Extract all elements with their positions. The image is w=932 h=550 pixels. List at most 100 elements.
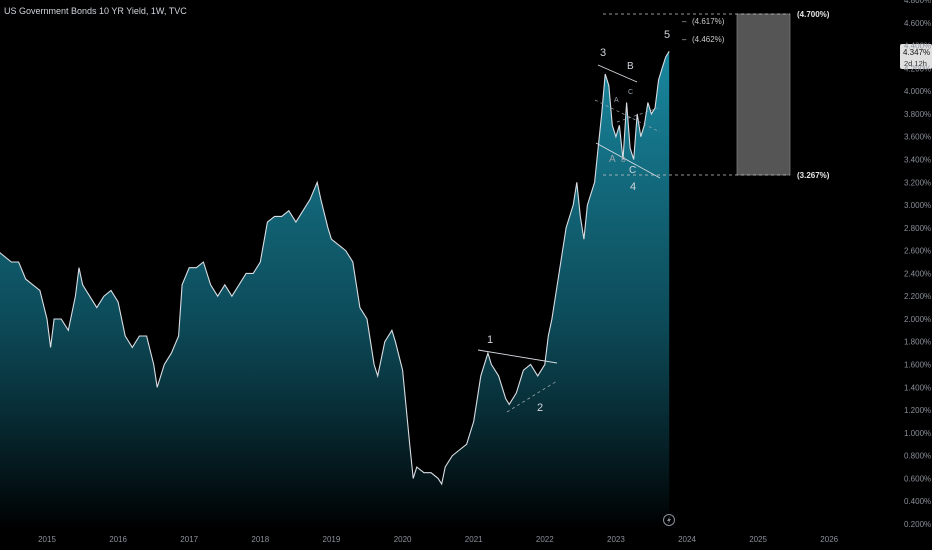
y-tick-label: 3.800%	[904, 110, 931, 119]
wave-label-5: 5	[664, 29, 670, 41]
lightning-icon[interactable]	[663, 514, 675, 526]
data-point	[96, 307, 97, 308]
data-point	[416, 466, 417, 467]
price-tag-bg	[900, 44, 932, 69]
y-tick-label: 0.800%	[904, 452, 931, 461]
y-tick-label: 4.400%	[904, 42, 931, 51]
data-point	[551, 318, 552, 319]
x-tick-label: 2023	[607, 535, 625, 544]
data-point	[327, 227, 328, 228]
data-point	[288, 210, 289, 211]
target-label-2: (4.462%)	[692, 35, 725, 44]
data-point	[409, 444, 410, 445]
area-layer	[0, 51, 670, 528]
data-point	[217, 296, 218, 297]
y-tick-label: 2.400%	[904, 269, 931, 278]
y-axis: 0.200% 0.400% 0.600% 0.800% 1.000% 1.200% 1.40…	[904, 0, 931, 529]
y-tick-label: 2.000%	[904, 315, 931, 324]
data-point	[487, 353, 488, 354]
data-point	[178, 335, 179, 336]
data-point	[612, 125, 613, 126]
data-point	[11, 261, 12, 262]
chart-title: US Government Bonds 10 YR Yield, 1W, TVC	[4, 6, 187, 16]
target-dash-1: –	[682, 17, 687, 26]
data-point	[594, 182, 595, 183]
data-point	[68, 330, 69, 331]
data-point	[619, 125, 620, 126]
wave-label-big-b: B	[627, 61, 634, 72]
wave-label-4: 4	[630, 181, 636, 193]
data-point	[509, 404, 510, 405]
data-point	[281, 216, 282, 217]
wave-label-small-a: A	[614, 97, 619, 104]
x-tick-label: 2026	[820, 535, 838, 544]
data-point	[260, 261, 261, 262]
data-point	[654, 108, 655, 109]
data-point	[413, 478, 414, 479]
wave-label-2: 2	[537, 402, 543, 414]
x-tick-label: 2016	[109, 535, 127, 544]
box-top-label: (4.700%)	[797, 10, 830, 19]
price-tag-value: 4.347%	[903, 48, 930, 57]
data-point	[459, 449, 460, 450]
yield-line-series	[0, 51, 670, 486]
y-tick-label: 3.600%	[904, 133, 931, 142]
wave-label-small-c: C	[628, 89, 633, 96]
data-point	[238, 284, 239, 285]
data-point	[164, 364, 165, 365]
y-tick-label: 1.000%	[904, 429, 931, 438]
data-point	[182, 284, 183, 285]
y-tick-label: 4.200%	[904, 64, 931, 73]
data-point	[210, 284, 211, 285]
data-point	[644, 125, 645, 126]
data-point	[576, 182, 577, 183]
data-point	[61, 318, 62, 319]
data-point	[587, 204, 588, 205]
data-point	[253, 273, 254, 274]
data-point	[366, 318, 367, 319]
y-tick-label: 4.600%	[904, 19, 931, 28]
wave-label-big-c: C	[629, 165, 636, 176]
data-point	[580, 216, 581, 217]
data-point	[203, 261, 204, 262]
x-tick-label: 2024	[678, 535, 696, 544]
data-point	[548, 335, 549, 336]
wave-label-1: 1	[487, 334, 493, 346]
data-point	[498, 375, 499, 376]
data-point	[54, 318, 55, 319]
wave-label-big-a: A	[609, 154, 616, 165]
data-point	[445, 466, 446, 467]
data-point	[267, 222, 268, 223]
data-point	[352, 261, 353, 262]
data-point	[647, 102, 648, 103]
x-axis: 2015 2016 2017 2018 2019 2020 2021 2022 2023 2024…	[38, 535, 839, 544]
data-point	[438, 478, 439, 479]
data-point	[359, 307, 360, 308]
data-point	[395, 341, 396, 342]
data-point	[320, 199, 321, 200]
y-tick-label: 4.800%	[904, 0, 931, 5]
data-point	[523, 370, 524, 371]
data-point	[669, 51, 670, 52]
y-tick-label: 0.400%	[904, 497, 931, 506]
data-point	[39, 290, 40, 291]
data-point	[171, 353, 172, 354]
y-tick-label: 1.200%	[904, 406, 931, 415]
data-point	[583, 239, 584, 240]
data-point	[274, 216, 275, 217]
data-point	[338, 244, 339, 245]
x-tick-label: 2025	[749, 535, 767, 544]
data-point	[430, 472, 431, 473]
y-tick-label: 1.800%	[904, 338, 931, 347]
x-tick-label: 2017	[180, 535, 198, 544]
forecast-box	[736, 13, 791, 176]
data-point	[626, 102, 627, 103]
data-point	[391, 330, 392, 331]
data-point	[377, 375, 378, 376]
data-point	[516, 392, 517, 393]
data-point	[110, 290, 111, 291]
data-point	[566, 227, 567, 228]
y-tick-label: 2.600%	[904, 247, 931, 256]
data-point	[50, 347, 51, 348]
